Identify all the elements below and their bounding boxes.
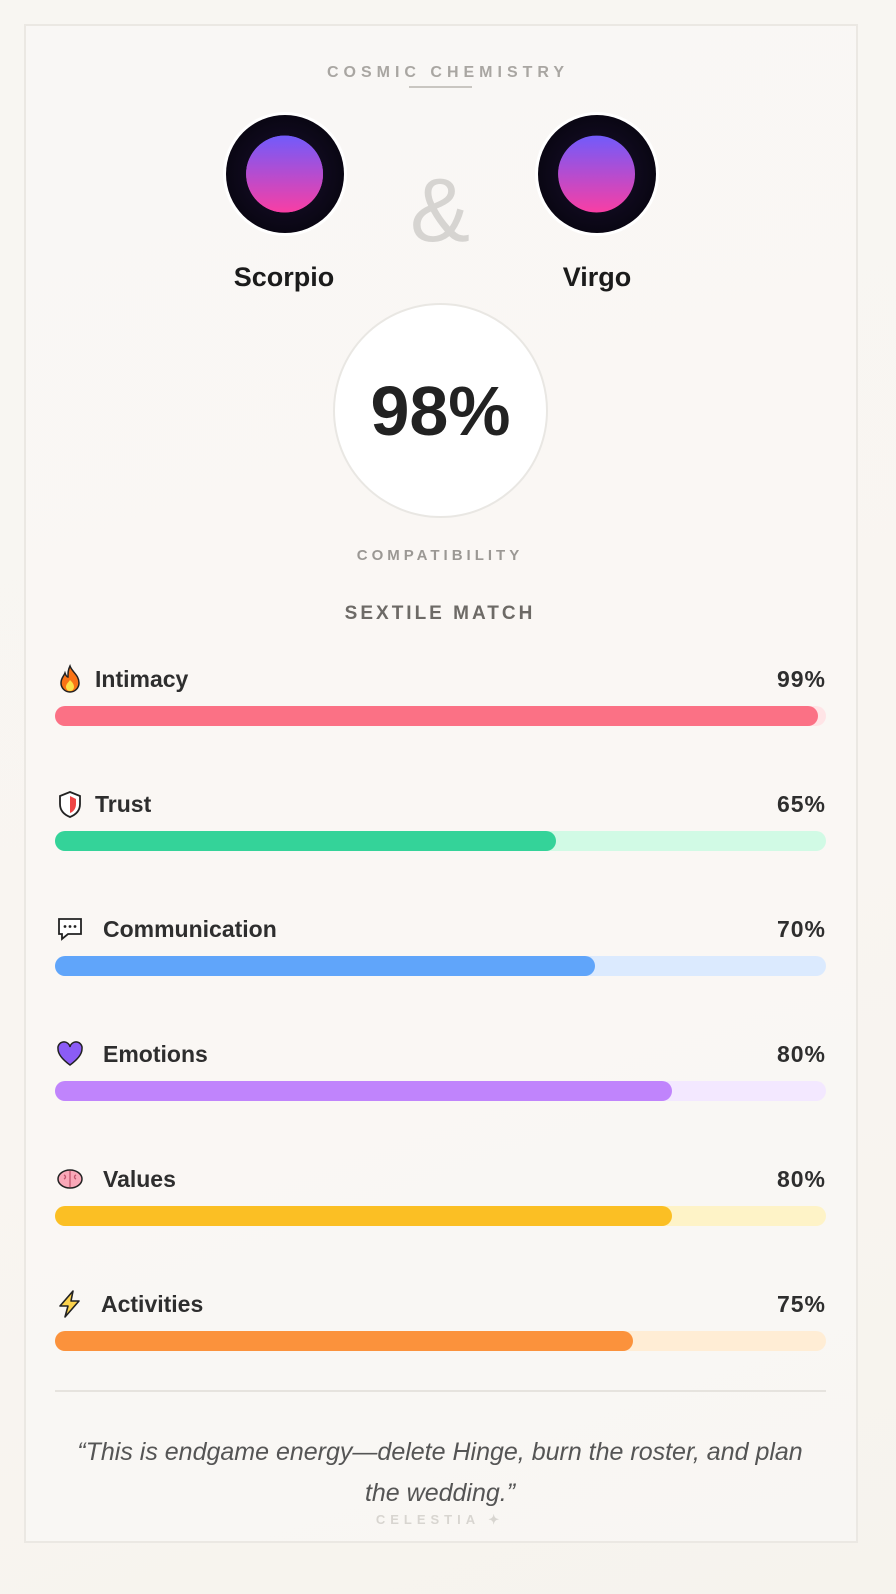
speech-bubble-icon — [58, 918, 82, 941]
compatibility-label: COMPATIBILITY — [356, 547, 524, 564]
metric-progress-fill — [55, 706, 819, 726]
metric-value: 99% — [776, 666, 826, 692]
metric-row-values: Values 80% — [55, 1166, 826, 1248]
divider — [55, 1390, 826, 1392]
metric-label: Trust — [95, 791, 152, 817]
metric-row-intimacy: Intimacy 99% — [55, 664, 826, 748]
metric-progress-fill — [55, 956, 595, 976]
metric-label: Values — [103, 1166, 176, 1192]
metric-value: 75% — [776, 1291, 826, 1317]
scorpio-glyph-icon: ♏ — [241, 132, 329, 215]
metric-value: 65% — [776, 791, 826, 817]
shield-icon — [59, 791, 81, 818]
metric-value: 70% — [776, 916, 826, 942]
right-sign-name: Virgo — [562, 262, 632, 292]
metric-label: Intimacy — [95, 666, 189, 692]
metric-label: Activities — [101, 1291, 204, 1317]
metric-row-activities: Activities 75% — [55, 1290, 826, 1373]
quote: “This is endgame energy—delete Hinge, bu… — [77, 1438, 803, 1507]
metric-progress-track — [55, 956, 826, 976]
metric-value: 80% — [776, 1166, 826, 1192]
scorpio-sign-avatar: ♏ — [226, 115, 344, 233]
metric-row-emotions: Emotions 80% — [55, 1041, 826, 1123]
eyebrow-title: COSMIC CHEMISTRY — [326, 64, 570, 81]
metric-progress-fill — [55, 1081, 672, 1101]
virgo-glyph-icon: ♍ — [553, 132, 641, 215]
fire-icon — [60, 664, 80, 693]
ampersand: & — [409, 161, 471, 261]
brain-icon — [57, 1169, 83, 1189]
compatibility-card — [24, 24, 858, 1543]
metric-progress-track — [55, 1206, 826, 1226]
metric-progress-fill — [55, 1331, 634, 1351]
metric-progress-track — [55, 1081, 826, 1101]
brand-watermark: CELESTIA ✦ — [375, 1512, 505, 1527]
virgo-sign-avatar: ♍ — [538, 115, 656, 233]
metric-progress-fill — [55, 831, 557, 851]
heart-icon — [57, 1041, 83, 1066]
metric-progress-track — [55, 706, 826, 726]
eyebrow-underline — [409, 86, 472, 88]
metric-progress-fill — [55, 1206, 672, 1226]
metric-row-communication: Communication 70% — [55, 916, 826, 998]
compatibility-score: 98% — [333, 303, 548, 518]
metric-label: Emotions — [103, 1041, 208, 1067]
left-sign-name: Scorpio — [233, 262, 335, 292]
lightning-icon — [59, 1290, 80, 1318]
metric-value: 80% — [776, 1041, 826, 1067]
metric-row-trust: Trust 65% — [55, 791, 826, 873]
metric-label: Communication — [103, 916, 277, 942]
metric-progress-track — [55, 831, 826, 851]
match-type: SEXTILE MATCH — [344, 603, 536, 624]
metric-progress-track — [55, 1331, 826, 1351]
